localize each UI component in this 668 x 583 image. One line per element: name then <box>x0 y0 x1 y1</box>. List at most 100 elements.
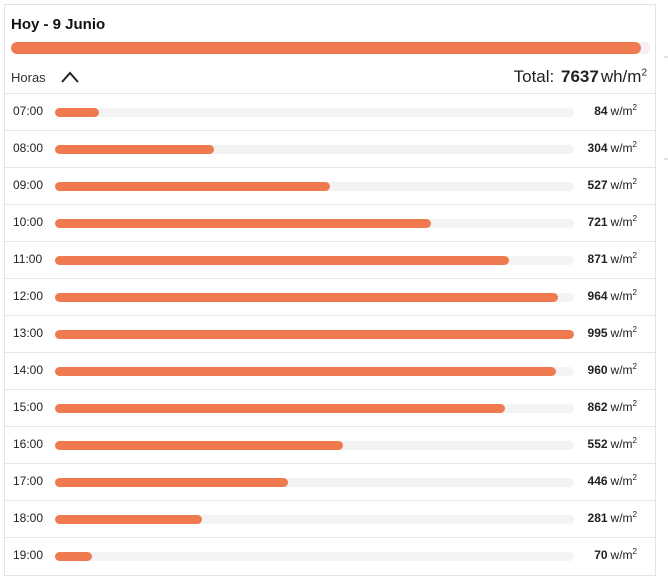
hour-label: 11:00 <box>13 252 43 266</box>
scroll-edge-mark <box>664 158 668 160</box>
radiation-bar-fill <box>55 330 574 339</box>
radiation-value: 995 w/m2 <box>588 325 637 340</box>
radiation-bar-fill <box>55 108 99 117</box>
radiation-number: 446 <box>587 474 608 488</box>
radiation-unit-exponent: 2 <box>632 103 637 112</box>
solar-radiation-panel: Hoy - 9 Junio Horas Total: 7637 wh/m2 07:… <box>4 4 656 576</box>
list-item: 18:00 281 w/m2 <box>5 501 655 538</box>
radiation-value: 84 w/m2 <box>594 103 637 118</box>
radiation-bar-fill <box>55 515 202 524</box>
radiation-value: 964 w/m2 <box>588 288 637 303</box>
radiation-unit-exponent: 2 <box>632 473 637 482</box>
list-item: 17:00 446 w/m2 <box>5 464 655 501</box>
hour-label: 18:00 <box>13 511 44 525</box>
radiation-value: 871 w/m2 <box>588 251 637 266</box>
radiation-bar <box>55 219 574 228</box>
radiation-unit-exponent: 2 <box>632 251 637 260</box>
radiation-value: 960 w/m2 <box>588 362 637 377</box>
radiation-bar <box>55 441 574 450</box>
radiation-value: 70 w/m2 <box>594 547 637 562</box>
hour-label: 16:00 <box>13 437 44 451</box>
hour-label: 14:00 <box>13 363 44 377</box>
radiation-value: 527 w/m2 <box>588 177 637 192</box>
radiation-value: 552 w/m2 <box>588 436 637 451</box>
radiation-unit-exponent: 2 <box>632 510 637 519</box>
radiation-bar <box>55 515 574 524</box>
chevron-up-icon[interactable] <box>60 70 80 84</box>
hour-label: 13:00 <box>13 326 44 340</box>
hours-toggle-button[interactable]: Horas <box>11 66 80 88</box>
radiation-unit: w/m <box>610 215 633 229</box>
radiation-number: 281 <box>587 511 608 525</box>
radiation-number: 862 <box>587 400 608 414</box>
radiation-number: 84 <box>594 104 608 118</box>
radiation-number: 552 <box>587 437 608 451</box>
radiation-number: 70 <box>594 548 608 562</box>
radiation-bar-fill <box>55 293 558 302</box>
list-item: 19:00 70 w/m2 <box>5 538 655 574</box>
radiation-bar <box>55 256 574 265</box>
list-item: 07:00 84 w/m2 <box>5 94 655 131</box>
radiation-bar-fill <box>55 182 330 191</box>
radiation-unit-exponent: 2 <box>632 362 637 371</box>
list-item: 13:00 995 w/m2 <box>5 316 655 353</box>
radiation-unit: w/m <box>610 104 633 118</box>
radiation-unit: w/m <box>610 178 633 192</box>
radiation-unit: w/m <box>610 326 633 340</box>
hour-label: 15:00 <box>13 400 44 414</box>
total-value: 7637 <box>560 67 599 86</box>
page-title: Hoy - 9 Junio <box>11 16 106 33</box>
hour-label: 17:00 <box>13 474 44 488</box>
radiation-number: 960 <box>587 363 608 377</box>
radiation-bar-fill <box>55 552 92 561</box>
radiation-number: 721 <box>587 215 608 229</box>
daily-total: Total: 7637 wh/m2 <box>514 67 647 87</box>
radiation-value: 721 w/m2 <box>588 214 637 229</box>
radiation-unit-exponent: 2 <box>632 177 637 186</box>
radiation-bar <box>55 182 574 191</box>
hourly-list: 07:00 84 w/m2 08:00 304 w/m2 09:00 527 w/m2 10:00… <box>5 94 655 574</box>
daily-total-bar <box>11 42 651 54</box>
radiation-unit: w/m <box>610 511 633 525</box>
radiation-unit-exponent: 2 <box>632 214 637 223</box>
radiation-unit: w/m <box>610 363 633 377</box>
radiation-unit-exponent: 2 <box>632 436 637 445</box>
hour-label: 08:00 <box>13 141 44 155</box>
radiation-unit: w/m <box>610 141 633 155</box>
radiation-bar-fill <box>55 256 510 265</box>
radiation-number: 964 <box>587 289 608 303</box>
list-item: 11:00 871 w/m2 <box>5 242 655 279</box>
total-unit-exponent: 2 <box>641 67 647 79</box>
list-item: 14:00 960 w/m2 <box>5 353 655 390</box>
list-item: 15:00 862 w/m2 <box>5 390 655 427</box>
list-item: 12:00 964 w/m2 <box>5 279 655 316</box>
hour-label: 07:00 <box>13 104 44 118</box>
radiation-bar <box>55 293 574 302</box>
radiation-bar-fill <box>55 145 214 154</box>
hour-label: 09:00 <box>13 178 44 192</box>
radiation-unit: w/m <box>610 474 633 488</box>
radiation-bar <box>55 108 574 117</box>
radiation-bar-fill <box>55 441 343 450</box>
radiation-bar-fill <box>55 219 432 228</box>
radiation-bar <box>55 367 574 376</box>
radiation-bar-fill <box>55 478 288 487</box>
hour-label: 19:00 <box>13 548 44 562</box>
radiation-bar <box>55 330 574 339</box>
radiation-bar <box>55 404 574 413</box>
scroll-edge-mark <box>664 56 668 58</box>
radiation-value: 281 w/m2 <box>588 510 637 525</box>
list-item: 09:00 527 w/m2 <box>5 168 655 205</box>
list-item: 10:00 721 w/m2 <box>5 205 655 242</box>
radiation-value: 304 w/m2 <box>588 140 637 155</box>
radiation-unit-exponent: 2 <box>632 325 637 334</box>
radiation-value: 446 w/m2 <box>588 473 637 488</box>
radiation-unit: w/m <box>610 400 633 414</box>
radiation-unit-exponent: 2 <box>632 399 637 408</box>
radiation-unit-exponent: 2 <box>632 288 637 297</box>
radiation-unit: w/m <box>610 437 633 451</box>
list-item: 08:00 304 w/m2 <box>5 131 655 168</box>
radiation-bar-fill <box>55 367 556 376</box>
radiation-bar-fill <box>55 404 505 413</box>
radiation-number: 527 <box>587 178 608 192</box>
